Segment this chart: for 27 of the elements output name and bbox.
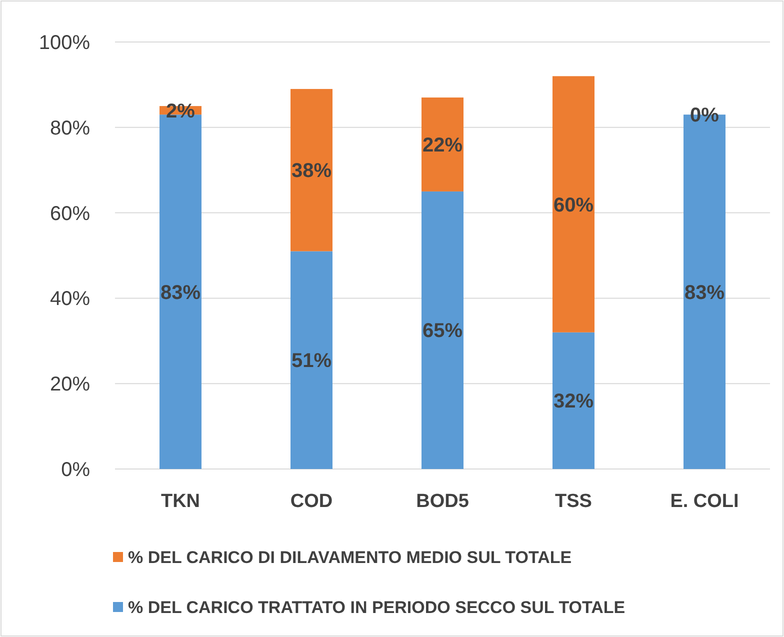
bar bbox=[552, 76, 594, 332]
bar bbox=[290, 251, 332, 469]
x-tick-label: BOD5 bbox=[416, 491, 470, 512]
data-label: 83% bbox=[684, 282, 725, 304]
data-label: 38% bbox=[291, 160, 332, 182]
x-tick-label: E. COLI bbox=[670, 491, 739, 512]
bar bbox=[422, 191, 464, 469]
y-tick-label: 40% bbox=[50, 288, 90, 310]
data-label: 51% bbox=[291, 350, 332, 372]
x-tick-label: COD bbox=[290, 491, 333, 512]
y-tick-label: 0% bbox=[61, 459, 90, 481]
legend-label: % DEL CARICO TRATTATO IN PERIODO SECCO SUL TOTALE bbox=[128, 598, 626, 617]
x-tick-label: TSS bbox=[555, 491, 592, 512]
bar bbox=[422, 98, 464, 192]
bar bbox=[290, 88, 332, 252]
data-label: 60% bbox=[553, 194, 594, 216]
legend-label: % DEL CARICO DI DILAVAMENTO MEDIO SUL TOTALE bbox=[128, 548, 572, 567]
y-tick-label: 60% bbox=[50, 202, 90, 225]
data-label: 83% bbox=[160, 282, 201, 304]
data-label: 22% bbox=[422, 134, 463, 156]
data-label: 65% bbox=[422, 320, 463, 342]
bar bbox=[552, 332, 594, 469]
data-label: 32% bbox=[553, 390, 594, 413]
x-tick-label: TKN bbox=[160, 491, 200, 512]
y-tick-label: 80% bbox=[50, 117, 90, 140]
y-tick-label: 100% bbox=[38, 32, 90, 54]
y-tick-label: 20% bbox=[50, 374, 90, 396]
